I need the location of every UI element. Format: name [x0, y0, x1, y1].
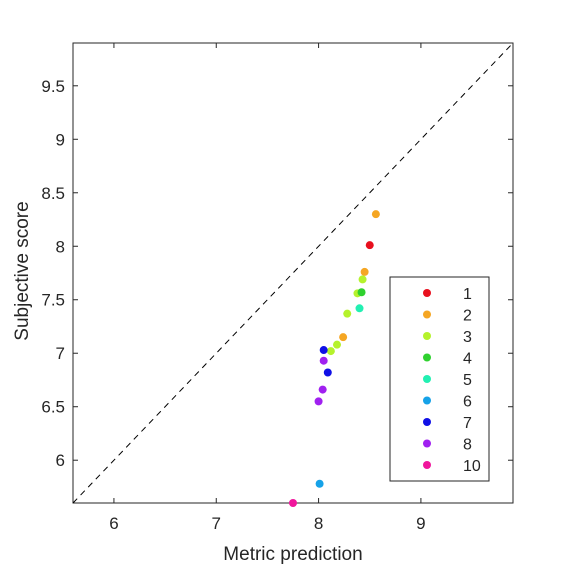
legend-label-10: 10 [463, 458, 481, 475]
data-point-series-4 [357, 288, 366, 297]
y-tick-label: 8.5 [41, 184, 65, 203]
data-point-series-2 [339, 333, 348, 342]
data-point-series-3 [333, 340, 341, 349]
legend-marker-6 [423, 396, 431, 405]
data-point-series-3 [343, 309, 352, 318]
data-point-series-6 [315, 479, 324, 488]
legend-label-3: 3 [463, 329, 472, 346]
legend-marker-8 [423, 439, 431, 448]
plot-area: 6 7 8 9 6 6.5 7 7.5 8 8.5 9 9.5 [41, 42, 514, 533]
data-point-series-7 [323, 368, 332, 377]
data-point-series-3 [358, 275, 367, 284]
data-point-series-1 [365, 241, 374, 250]
data-point-series-3 [326, 347, 335, 356]
legend-label-7: 7 [463, 415, 472, 432]
x-axis-ticks: 6 7 8 9 [109, 43, 426, 533]
legend-marker-4 [423, 353, 431, 362]
y-tick-label: 6.5 [41, 398, 65, 417]
legend-marker-3 [423, 332, 431, 340]
data-point-series-2 [360, 267, 369, 276]
data-point-series-2 [371, 210, 380, 219]
y-tick-label: 9 [56, 130, 65, 149]
legend-label-5: 5 [463, 372, 472, 389]
data-point-series-8 [318, 385, 327, 394]
data-point-series-8 [319, 356, 328, 365]
x-tick-label: 8 [314, 514, 323, 533]
x-axis-label: Metric prediction [223, 544, 362, 565]
legend-label-6: 6 [463, 394, 472, 411]
data-point-series-7 [319, 346, 328, 355]
y-tick-label: 8 [56, 237, 65, 256]
x-tick-label: 7 [212, 514, 221, 533]
legend-marker-7 [423, 418, 431, 426]
legend-marker-1 [423, 289, 431, 297]
legend-label-8: 8 [463, 437, 472, 454]
x-tick-label: 6 [109, 514, 118, 533]
y-tick-label: 7.5 [41, 291, 65, 310]
y-axis-label: Subjective score [12, 201, 33, 340]
legend-label-4: 4 [463, 351, 472, 368]
x-tick-label: 9 [416, 514, 425, 533]
data-points [289, 210, 380, 507]
legend-marker-10 [423, 461, 431, 469]
legend-label-2: 2 [463, 308, 472, 325]
data-point-series-10 [289, 499, 297, 507]
legend: 1 2 3 4 5 6 7 8 10 [389, 276, 490, 482]
legend-marker-2 [423, 310, 431, 319]
legend-box [389, 276, 490, 482]
y-tick-label: 9.5 [41, 77, 65, 96]
y-tick-label: 6 [56, 451, 65, 470]
legend-label-1: 1 [463, 286, 472, 303]
y-tick-label: 7 [56, 344, 65, 363]
reference-line [72, 42, 514, 504]
data-point-series-8 [314, 397, 323, 406]
y-axis-ticks: 6 6.5 7 7.5 8 8.5 9 9.5 [41, 77, 513, 470]
legend-marker-5 [423, 375, 431, 383]
data-point-series-5 [355, 304, 364, 313]
